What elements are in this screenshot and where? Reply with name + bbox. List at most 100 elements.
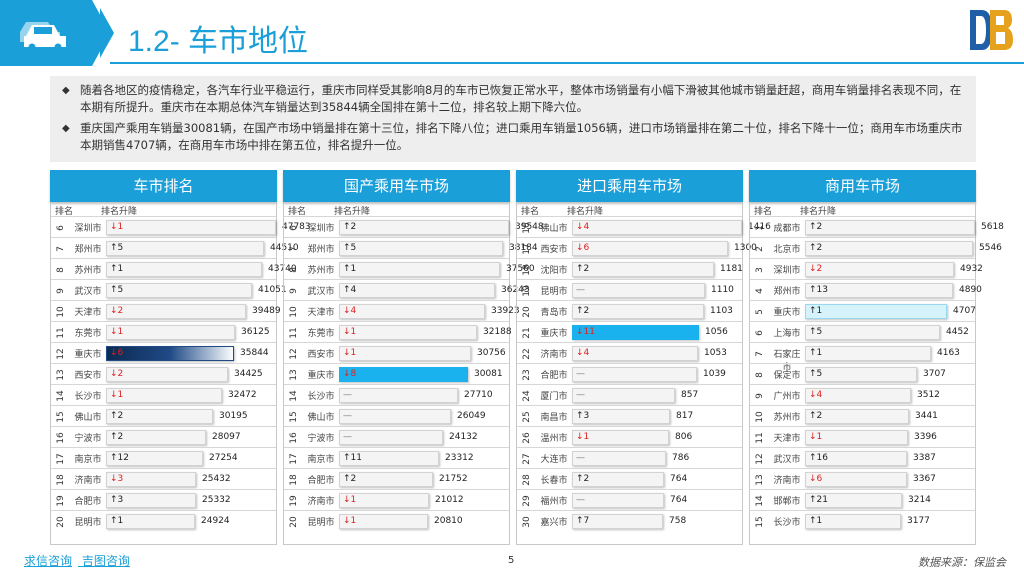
sales-value: 24132 xyxy=(449,432,478,442)
value-bar xyxy=(572,451,666,466)
rank-change: ↑5 xyxy=(110,243,124,253)
table-row: 18 济南市 ↓3 25432 xyxy=(51,468,276,489)
rank-change: ↓6 xyxy=(110,348,124,358)
rank-number: 24 xyxy=(522,390,532,402)
sales-value: 1416 xyxy=(748,222,771,232)
panel-2: 国产乘用车市场 排名 排名升降 6 深圳市 ↑2 39548 7 郑州市 ↑5 38184 8 苏州市 ↑… xyxy=(283,170,544,545)
rank-change: ↓1 xyxy=(809,432,823,442)
rank-change: ↑1 xyxy=(343,264,357,274)
sales-value: 1056 xyxy=(705,327,728,337)
rank-change: ↓6 xyxy=(809,474,823,484)
city-name: 大连市 xyxy=(540,455,568,465)
rank-number: 18 xyxy=(289,474,299,486)
rank-change: — xyxy=(576,453,585,463)
rank-change: ↑2 xyxy=(576,474,590,484)
city-name: 武汉市 xyxy=(773,455,801,465)
table-row: 27 大连市 — 786 xyxy=(517,447,742,468)
city-name: 合肥市 xyxy=(74,497,102,507)
value-bar xyxy=(339,367,468,382)
panel-1: 车市排名 排名 排名升降 6 深圳市 ↓1 47783 7 郑州市 ↑5 44510 8 苏州市 ↑1 43… xyxy=(50,170,311,545)
city-name: 保定市 xyxy=(773,371,801,381)
rank-change: ↓8 xyxy=(343,369,357,379)
table-row: 15 长沙市 ↑1 3177 xyxy=(750,510,975,531)
value-bar xyxy=(572,493,664,508)
sales-value: 36125 xyxy=(241,327,270,337)
diamond-bullet-icon: ◆ xyxy=(62,123,70,134)
sales-value: 806 xyxy=(675,432,693,442)
sales-value: 3441 xyxy=(915,411,938,421)
rank-change: ↓1 xyxy=(110,222,124,232)
city-name: 深圳市 xyxy=(773,266,801,276)
page-title: 1.2- 车市地位 xyxy=(128,25,309,58)
city-name: 重庆市 xyxy=(74,350,102,360)
footer-link-qiuxin[interactable]: 求信咨询 xyxy=(24,554,73,568)
sales-value: 1110 xyxy=(711,285,734,295)
rank-change: ↑1 xyxy=(110,516,124,526)
sales-value: 3387 xyxy=(913,453,936,463)
city-name: 昆明市 xyxy=(540,287,568,297)
city-name: 邯郸市 xyxy=(773,497,801,507)
summary-text-1: 随着各地区的疫情稳定，各汽车行业平稳运行，重庆市同样受其影响8月的车市已恢复正常… xyxy=(80,83,962,114)
sales-value: 28097 xyxy=(212,432,241,442)
rank-header: 排名 xyxy=(521,207,540,217)
sales-value: 30081 xyxy=(474,369,503,379)
city-name: 郑州市 xyxy=(74,245,102,255)
footer-link-jitu[interactable]: 吉图咨询 xyxy=(81,554,130,568)
value-bar xyxy=(805,430,908,445)
rank-change: ↓1 xyxy=(576,432,590,442)
table-row: 9 武汉市 ↑5 41051 xyxy=(51,279,287,300)
table-row: 10 天津市 ↓4 33923 xyxy=(284,300,520,321)
rank-change: ↑11 xyxy=(343,453,362,463)
value-bar xyxy=(805,493,902,508)
table-row: 12 武汉市 ↑16 3387 xyxy=(750,447,975,468)
table-row: 19 济南市 ↓1 21012 xyxy=(284,489,509,510)
rank-number: 7 xyxy=(289,246,299,252)
value-bar xyxy=(572,430,669,445)
city-name: 天津市 xyxy=(74,308,102,318)
rank-change: — xyxy=(343,390,352,400)
rank-change: ↓2 xyxy=(809,264,823,274)
sales-value: 38184 xyxy=(509,243,538,253)
panel-body: 排名 排名升降 1 成都市 ↑2 5618 2 北京市 ↑2 5546 3 深圳市 ↓2 4932 4 郑州市… xyxy=(749,202,1004,545)
sales-value: 758 xyxy=(669,516,687,526)
rank-number: 26 xyxy=(522,432,532,444)
rank-number: 21 xyxy=(522,327,532,339)
table-row: 13 西安市 ↓2 34425 xyxy=(51,363,276,384)
city-name: 西安市 xyxy=(307,350,335,360)
sales-value: 20810 xyxy=(434,516,463,526)
sales-value: 3707 xyxy=(923,369,946,379)
value-bar xyxy=(106,409,213,424)
rank-number: 13 xyxy=(56,369,66,381)
value-bar xyxy=(106,367,228,382)
sales-value: 30195 xyxy=(219,411,248,421)
sales-value: 30756 xyxy=(477,348,506,358)
rank-change: — xyxy=(343,411,352,421)
table-row: 16 宁波市 ↑2 28097 xyxy=(51,426,276,447)
rank-number: 17 xyxy=(56,453,66,465)
sales-value: 786 xyxy=(672,453,690,463)
sales-value: 857 xyxy=(681,390,699,400)
value-bar xyxy=(572,325,699,340)
value-bar xyxy=(572,472,664,487)
table-row: 7 郑州市 ↑5 38184 xyxy=(284,237,538,258)
rank-change: — xyxy=(343,432,352,442)
db-logo-icon xyxy=(970,10,1013,50)
rank-change: ↓1 xyxy=(343,348,357,358)
sales-value: 24924 xyxy=(201,516,230,526)
sales-value: 43740 xyxy=(268,264,297,274)
rank-change: — xyxy=(576,369,585,379)
rank-number: 18 xyxy=(522,264,532,276)
rank-number: 7 xyxy=(755,351,765,357)
table-row: 10 苏州市 ↑2 3441 xyxy=(750,405,975,426)
rank-change: ↓4 xyxy=(343,306,357,316)
sales-value: 23312 xyxy=(445,453,474,463)
rank-change: ↓4 xyxy=(809,390,823,400)
value-bar xyxy=(106,388,222,403)
sales-value: 817 xyxy=(676,411,694,421)
panel-4: 商用车市场 排名 排名升降 1 成都市 ↑2 5618 2 北京市 ↑2 5546 3 深圳市 ↓2 493… xyxy=(749,170,1004,545)
value-bar xyxy=(339,493,429,508)
rank-number: 8 xyxy=(289,267,299,273)
column-header: 排名 排名升降 xyxy=(750,202,975,217)
rank-change: ↓2 xyxy=(110,369,124,379)
value-bar xyxy=(572,283,705,298)
